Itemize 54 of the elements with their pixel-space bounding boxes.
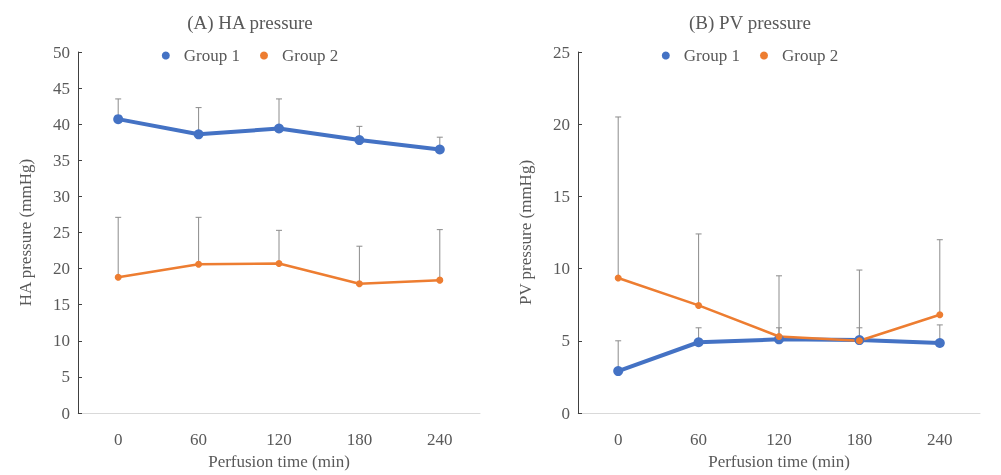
y-axis-title: HA pressure (mmHg) [16,158,35,307]
y-tick-label: 15 [53,295,70,315]
y-tick-label: 5 [61,367,70,387]
chart-title: (A) HA pressure [187,12,313,34]
point [193,129,204,140]
y-tick-label: 0 [61,403,70,423]
point [114,273,122,281]
point [113,114,124,125]
point [614,274,622,282]
point [613,366,624,377]
y-tick-label: 45 [53,78,70,98]
legend-label: Group 1 [683,46,741,65]
x-tick-label: 240 [927,430,953,449]
point [195,260,203,268]
point [434,144,445,155]
y-tick-label: 10 [53,331,70,351]
x-tick-label: 180 [346,430,373,449]
x-tick-label: 240 [427,430,453,449]
x-axis-title: Perfusion time (min) [708,451,850,471]
y-tick-label: 30 [53,186,70,206]
y-tick-label: 10 [553,259,570,279]
point [693,337,704,348]
legend-label: Group 1 [183,46,241,65]
y-tick-label: 40 [53,114,70,134]
legend-label: Group 2 [782,46,839,65]
y-tick-label: 25 [53,223,70,242]
point [936,311,944,319]
y-tick-label: 5 [561,331,570,351]
x-tick-label: 120 [266,430,292,449]
point [275,260,283,268]
point [355,280,363,288]
x-axis-title: Perfusion time (min) [208,451,350,471]
x-tick-label: 60 [690,430,708,449]
x-tick-label: 0 [113,430,123,449]
point [695,301,703,309]
point [354,135,365,146]
y-tick-label: 50 [53,42,70,62]
x-tick-label: 60 [190,430,208,449]
y-tick-label: 25 [553,42,570,62]
y-tick-label: 20 [553,114,570,134]
point [775,332,783,340]
point [436,276,444,284]
y-tick-label: 0 [561,403,570,423]
chart-title: (B) PV pressure [688,12,812,34]
point [274,123,284,134]
x-tick-label: 180 [846,430,873,449]
point [934,337,945,348]
x-tick-label: 120 [766,430,792,449]
y-tick-label: 15 [553,186,570,206]
y-axis-title: PV pressure (mmHg) [516,159,535,306]
y-tick-label: 20 [53,259,70,279]
legend-label: Group 2 [282,46,339,65]
y-tick-label: 35 [53,150,70,170]
x-tick-label: 0 [613,430,623,449]
